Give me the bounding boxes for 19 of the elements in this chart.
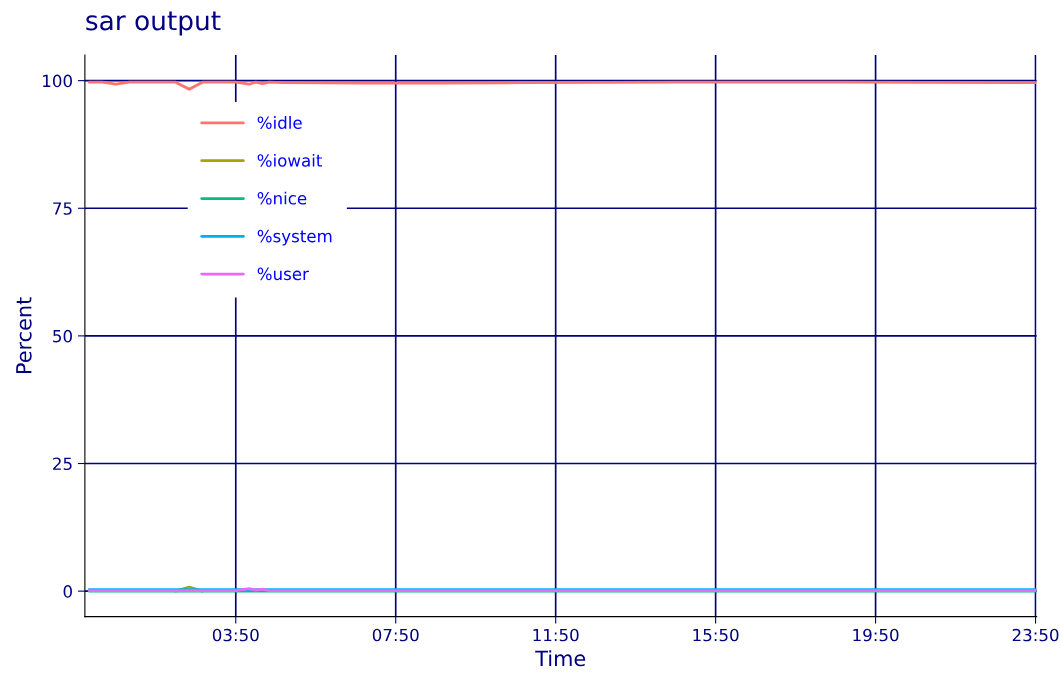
x-tick-label: 23:50 xyxy=(1012,628,1059,642)
legend-label: %system xyxy=(257,229,332,246)
y-tick-label: 50 xyxy=(53,329,72,343)
y-tick-label: 25 xyxy=(53,457,72,471)
chart-title: sar output xyxy=(86,11,221,36)
legend-label: %iowait xyxy=(257,153,322,167)
y-tick-label: 75 xyxy=(53,202,72,215)
x-tick-label: 03:50 xyxy=(212,628,259,642)
y-axis-title: Percent xyxy=(16,297,32,374)
x-tick-label: 07:50 xyxy=(372,628,419,642)
x-tick-label: 11:50 xyxy=(533,628,579,642)
x-axis-title: Time xyxy=(535,650,586,667)
y-tick-label: 100 xyxy=(43,74,72,88)
legend-label: %user xyxy=(257,267,309,281)
legend-label: %nice xyxy=(257,191,307,205)
x-tick-label: 19:50 xyxy=(853,628,899,642)
y-tick-label: 0 xyxy=(63,585,72,598)
x-tick-label: 15:50 xyxy=(693,628,739,642)
legend-label: %idle xyxy=(257,116,302,129)
